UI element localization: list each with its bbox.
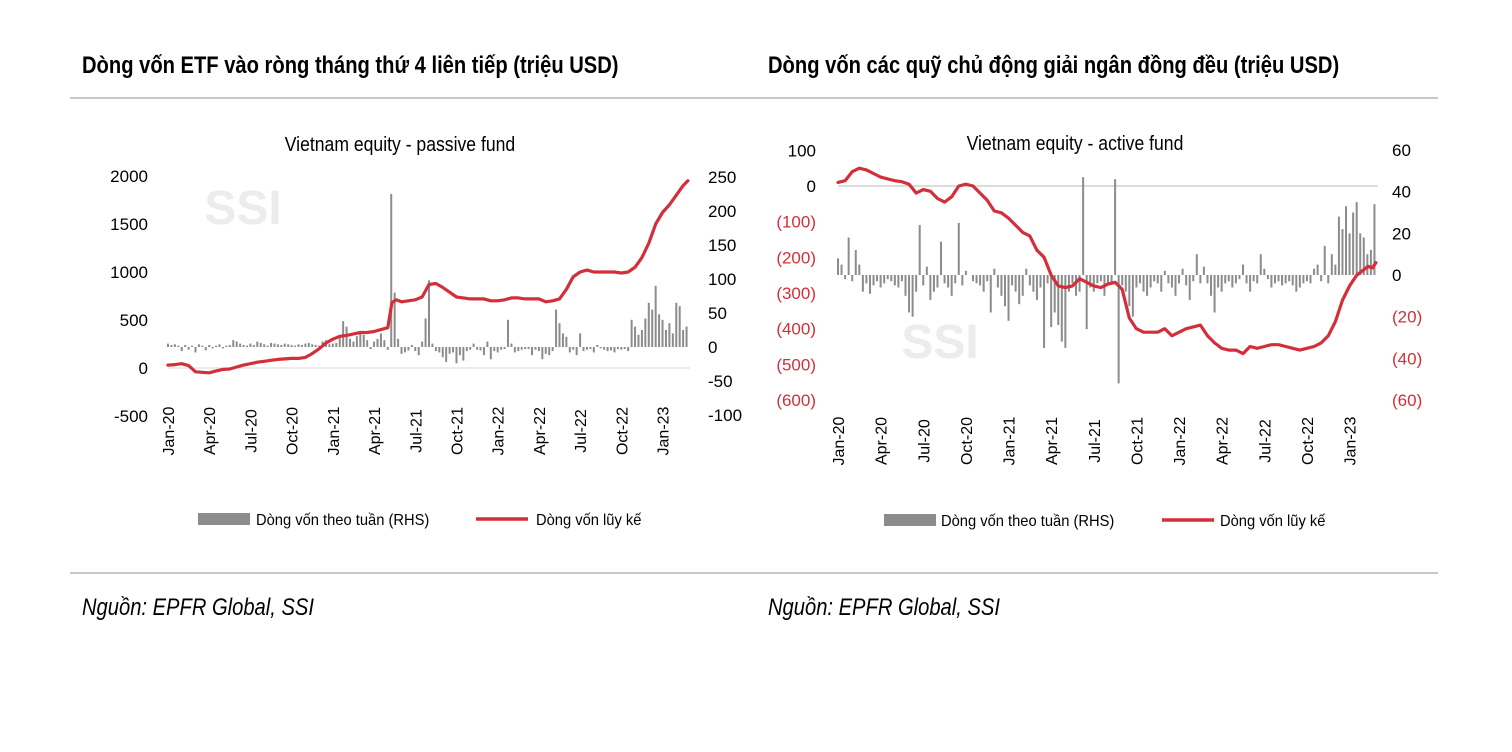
right-top-divider xyxy=(760,97,1438,99)
left-panel-heading: Dòng vốn ETF vào ròng tháng thứ 4 liên t… xyxy=(82,52,619,79)
right-bottom-divider xyxy=(760,572,1438,574)
right-source-note: Nguồn: EPFR Global, SSI xyxy=(768,594,1000,621)
right-panel-heading: Dòng vốn các quỹ chủ động giải ngân đồng… xyxy=(768,52,1340,79)
left-bottom-divider xyxy=(70,572,760,574)
left-source-note: Nguồn: EPFR Global, SSI xyxy=(82,594,314,621)
right-panel: Dòng vốn các quỹ chủ động giải ngân đồng… xyxy=(760,0,1440,752)
left-top-divider xyxy=(70,97,760,99)
left-panel: Dòng vốn ETF vào ròng tháng thứ 4 liên t… xyxy=(70,0,760,752)
